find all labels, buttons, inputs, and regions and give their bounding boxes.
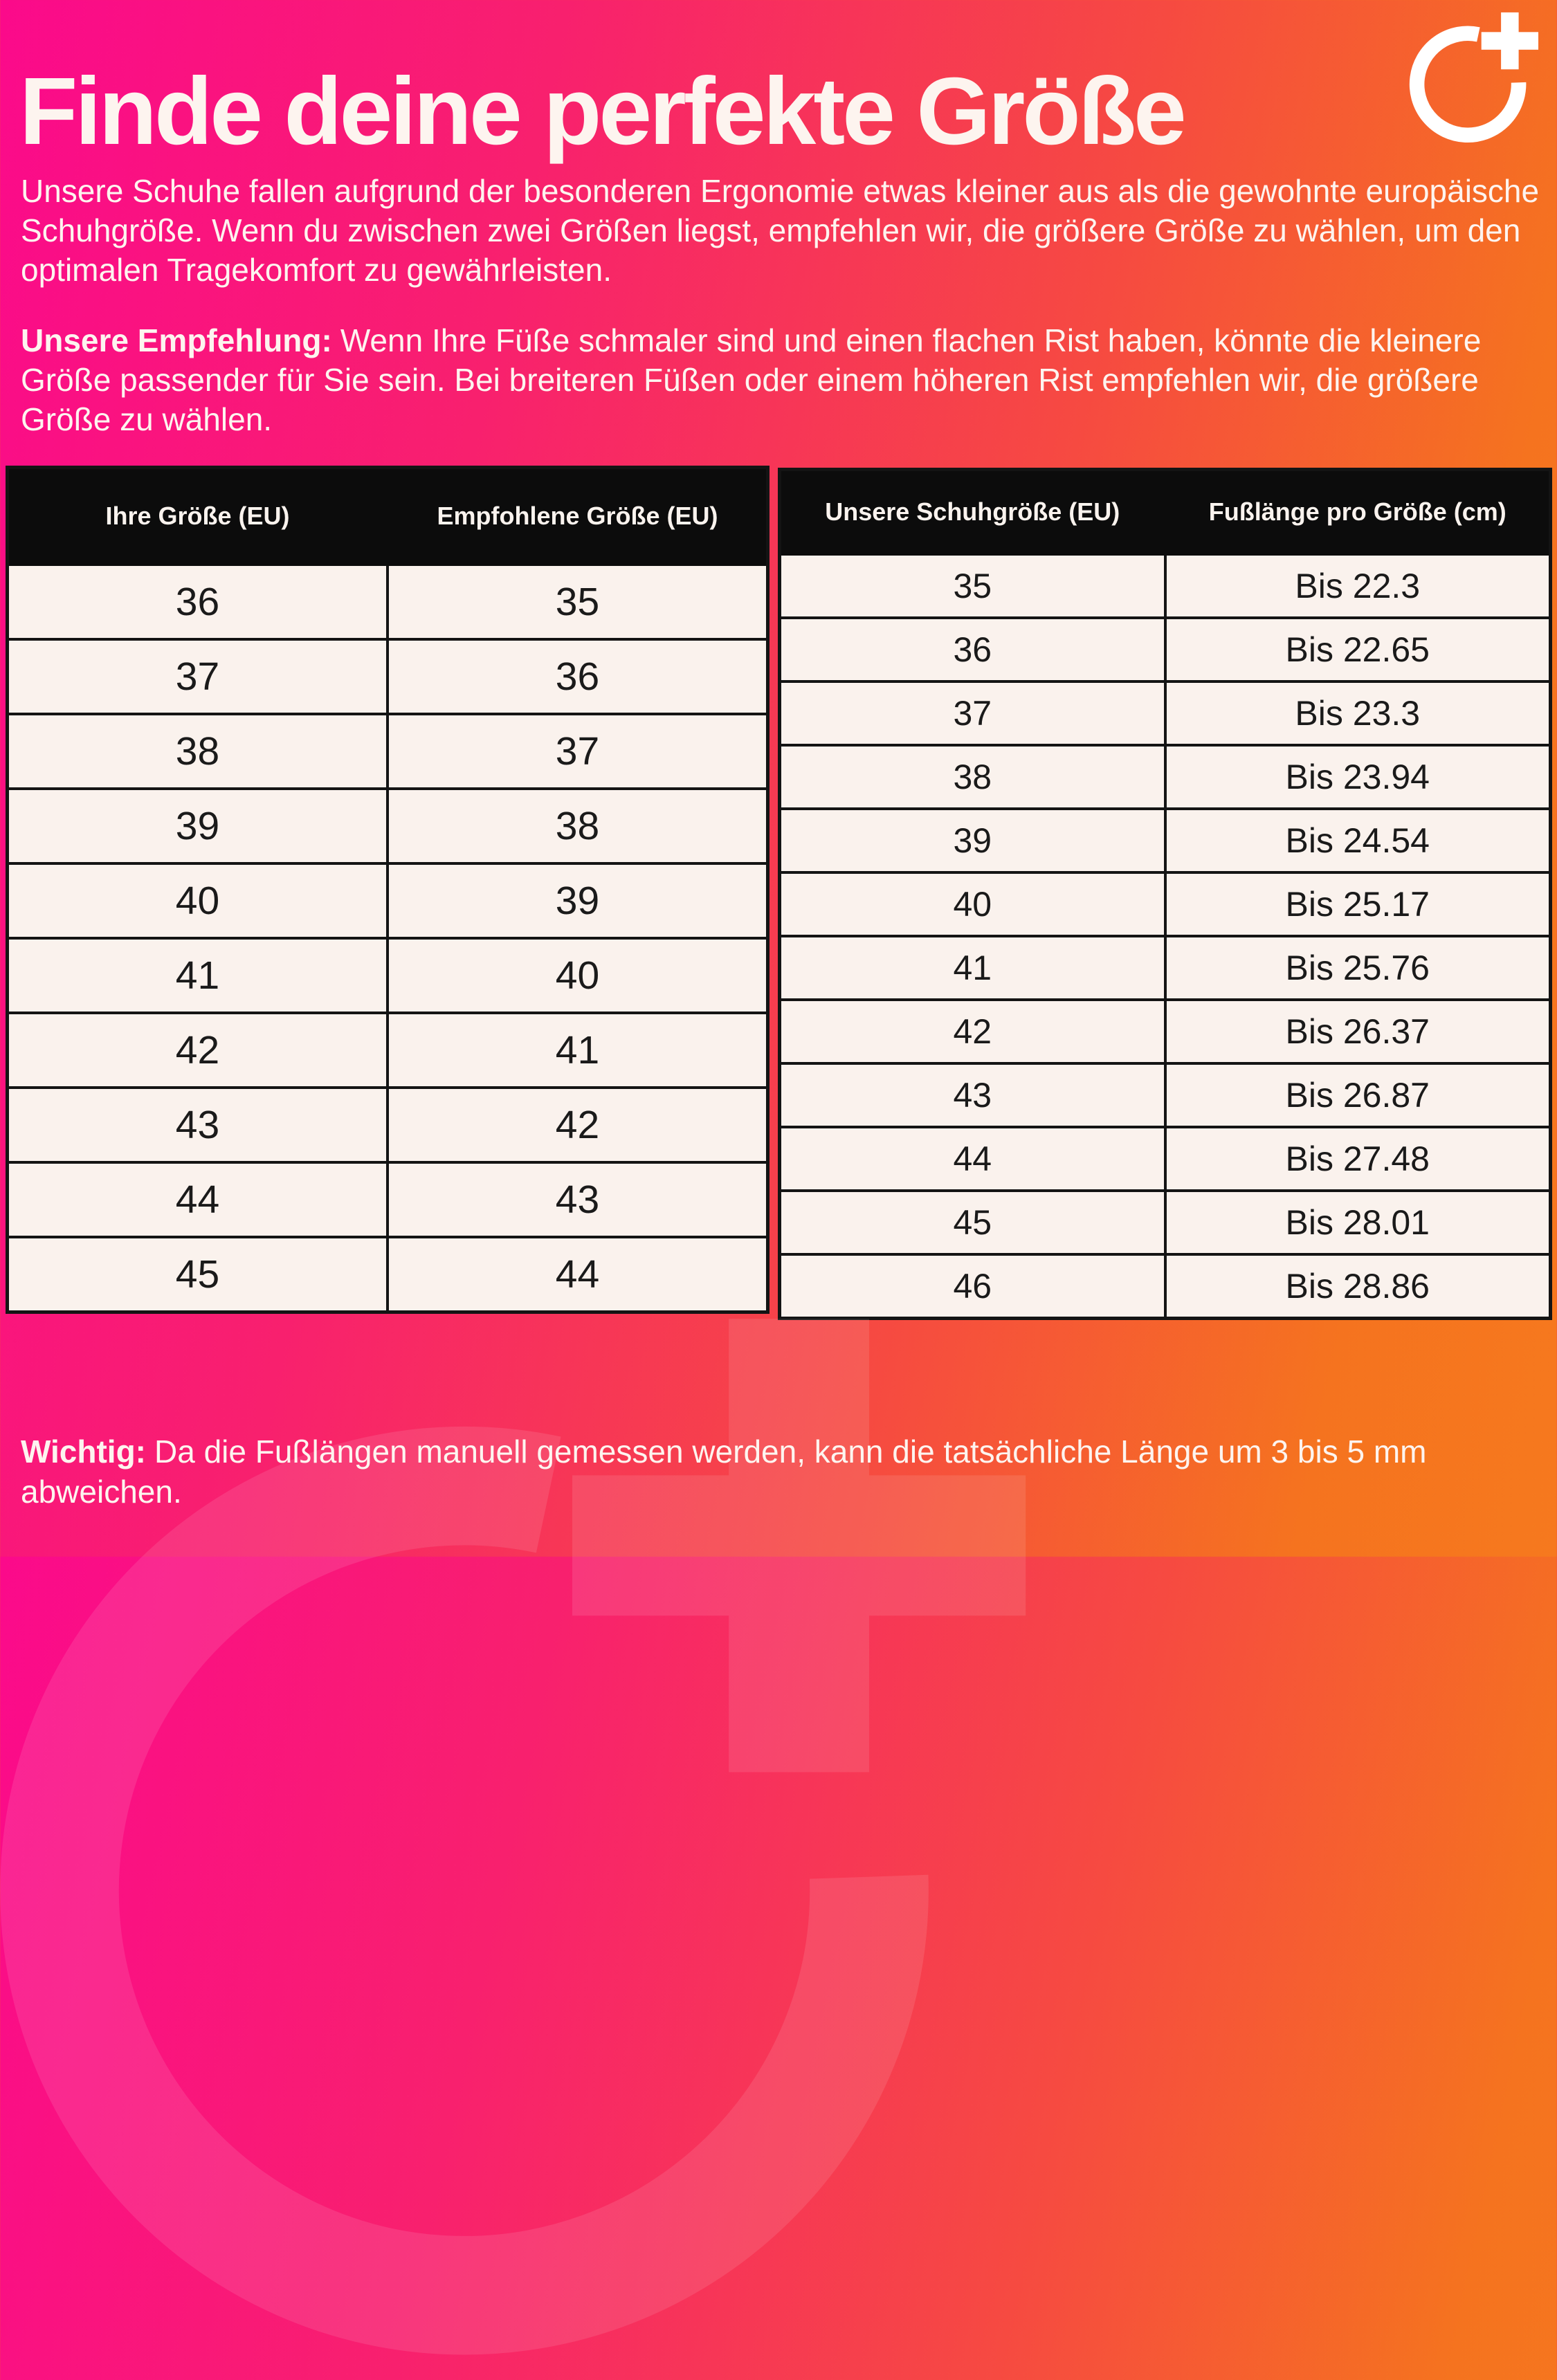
- table-row: 42 Bis 26.37: [778, 998, 1552, 1065]
- table-header-row: Unsere Schuhgröße (EU) Fußlänge pro Größe…: [778, 468, 1552, 556]
- page-title: Finde deine perfekte Größe: [19, 58, 1187, 165]
- table-cell: 42: [6, 1012, 389, 1089]
- table-cell: 43: [386, 1161, 770, 1238]
- size-recommendation-table-body: 36 35 37 36 38 37 39 38 40 39 41 40 42 41 43 42 44 43 45 44: [6, 563, 770, 1314]
- table-cell: Bis 25.17: [1163, 871, 1552, 937]
- table-cell: Bis 22.3: [1163, 553, 1552, 619]
- foot-length-table: Unsere Schuhgröße (EU) Fußlänge pro Größe…: [778, 468, 1552, 1320]
- table-cell: 43: [778, 1062, 1167, 1128]
- recommendation-text: Wenn Ihre Füße schmaler sind und einen f…: [21, 322, 1482, 438]
- table-row: 39 38: [6, 787, 770, 865]
- table-cell: 44: [778, 1126, 1167, 1192]
- table-cell: 44: [6, 1161, 389, 1238]
- table-row: 38 Bis 23.94: [778, 744, 1552, 810]
- table-cell: 36: [778, 616, 1167, 683]
- table-row: 37 36: [6, 638, 770, 715]
- size-guide-infographic: { "page": { "title": "Finde deine perfek…: [0, 0, 1557, 1557]
- table-cell: Bis 23.3: [1163, 680, 1552, 747]
- circle-plus-logo-svg: [1409, 12, 1539, 143]
- table-row: 37 Bis 23.3: [778, 680, 1552, 747]
- table-header-cell: Unsere Schuhgröße (EU): [778, 468, 1167, 556]
- recommendation-label: Unsere Empfehlung:: [21, 322, 332, 358]
- table-cell: 42: [386, 1086, 770, 1164]
- table-cell: 41: [6, 937, 389, 1014]
- table-cell: Bis 27.48: [1163, 1126, 1552, 1192]
- table-cell: 39: [778, 807, 1167, 874]
- table-cell: Bis 25.76: [1163, 935, 1552, 1001]
- table-cell: Bis 23.94: [1163, 744, 1552, 810]
- table-row: 43 42: [6, 1086, 770, 1164]
- table-cell: 42: [778, 998, 1167, 1065]
- foot-length-table-body: 35 Bis 22.3 36 Bis 22.65 37 Bis 23.3 38 Bis 23.…: [778, 553, 1552, 1320]
- table-cell: 40: [386, 937, 770, 1014]
- table-cell: 45: [778, 1189, 1167, 1256]
- table-cell: 36: [386, 638, 770, 715]
- table-cell: 45: [6, 1236, 389, 1314]
- table-cell: 43: [6, 1086, 389, 1164]
- table-header-row: Ihre Größe (EU) Empfohlene Größe (EU): [6, 466, 770, 566]
- table-cell: 44: [386, 1236, 770, 1314]
- table-cell: 38: [386, 787, 770, 865]
- table-cell: 38: [778, 744, 1167, 810]
- important-note-label: Wichtig:: [21, 1434, 146, 1470]
- table-row: 40 39: [6, 862, 770, 940]
- intro-paragraph: Unsere Schuhe fallen aufgrund der besond…: [21, 173, 1540, 289]
- table-row: 42 41: [6, 1012, 770, 1089]
- table-row: 41 Bis 25.76: [778, 935, 1552, 1001]
- table-row: 45 Bis 28.01: [778, 1189, 1552, 1256]
- table-row: 38 37: [6, 713, 770, 790]
- table-cell: 38: [6, 713, 389, 790]
- table-cell: 35: [778, 553, 1167, 619]
- table-cell: 46: [778, 1253, 1167, 1320]
- table-cell: Bis 26.37: [1163, 998, 1552, 1065]
- circle-plus-logo-icon: [1403, 10, 1539, 145]
- table-header-cell: Empfohlene Größe (EU): [386, 466, 770, 566]
- table-cell: Bis 26.87: [1163, 1062, 1552, 1128]
- size-recommendation-table-header: Ihre Größe (EU) Empfohlene Größe (EU): [6, 466, 770, 566]
- table-cell: Bis 22.65: [1163, 616, 1552, 683]
- table-row: 44 43: [6, 1161, 770, 1238]
- table-row: 36 35: [6, 563, 770, 641]
- table-cell: 41: [778, 935, 1167, 1001]
- table-row: 45 44: [6, 1236, 770, 1314]
- table-row: 46 Bis 28.86: [778, 1253, 1552, 1320]
- table-row: 39 Bis 24.54: [778, 807, 1552, 874]
- table-cell: 40: [6, 862, 389, 940]
- table-cell: Bis 28.86: [1163, 1253, 1552, 1320]
- table-cell: 37: [6, 638, 389, 715]
- table-cell: 39: [6, 787, 389, 865]
- table-cell: 39: [386, 862, 770, 940]
- important-note: Wichtig: Da die Fußlängen manuell gemesse…: [21, 1432, 1536, 1512]
- table-row: 35 Bis 22.3: [778, 553, 1552, 619]
- table-header-cell: Fußlänge pro Größe (cm): [1163, 468, 1552, 556]
- table-cell: Bis 28.01: [1163, 1189, 1552, 1256]
- table-cell: 35: [386, 563, 770, 641]
- table-cell: 40: [778, 871, 1167, 937]
- table-cell: 41: [386, 1012, 770, 1089]
- important-note-text: Da die Fußlängen manuell gemessen werden…: [21, 1434, 1427, 1510]
- table-row: 40 Bis 25.17: [778, 871, 1552, 937]
- table-row: 36 Bis 22.65: [778, 616, 1552, 683]
- table-header-cell: Ihre Größe (EU): [6, 466, 389, 566]
- table-cell: Bis 24.54: [1163, 807, 1552, 874]
- table-cell: 37: [386, 713, 770, 790]
- table-row: 44 Bis 27.48: [778, 1126, 1552, 1192]
- foot-length-table-header: Unsere Schuhgröße (EU) Fußlänge pro Größe…: [778, 468, 1552, 556]
- recommendation-paragraph: Unsere Empfehlung: Wenn Ihre Füße schmale…: [21, 321, 1540, 439]
- size-recommendation-table: Ihre Größe (EU) Empfohlene Größe (EU) 36 3…: [6, 466, 770, 1314]
- table-row: 41 40: [6, 937, 770, 1014]
- table-row: 43 Bis 26.87: [778, 1062, 1552, 1128]
- table-cell: 36: [6, 563, 389, 641]
- table-cell: 37: [778, 680, 1167, 747]
